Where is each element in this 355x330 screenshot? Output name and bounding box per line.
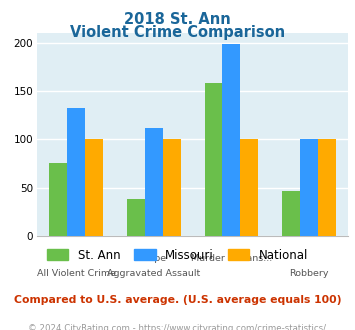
Legend: St. Ann, Missouri, National: St. Ann, Missouri, National [42, 244, 313, 266]
Bar [67, 108, 85, 236]
Bar [223, 44, 240, 236]
Bar [282, 190, 300, 236]
Text: Murder & Mans...: Murder & Mans... [191, 254, 272, 263]
Bar [145, 128, 163, 236]
Bar [204, 83, 223, 236]
Bar [163, 139, 181, 236]
Text: 2018 St. Ann: 2018 St. Ann [124, 12, 231, 26]
Bar [127, 199, 145, 236]
Text: Compared to U.S. average. (U.S. average equals 100): Compared to U.S. average. (U.S. average … [14, 295, 341, 305]
Text: Rape: Rape [142, 254, 166, 263]
Text: Robbery: Robbery [289, 269, 329, 278]
Bar [49, 163, 67, 236]
Text: Aggravated Assault: Aggravated Assault [107, 269, 200, 278]
Bar [85, 139, 103, 236]
Text: All Violent Crime: All Violent Crime [37, 269, 116, 278]
Bar [318, 139, 336, 236]
Text: © 2024 CityRating.com - https://www.cityrating.com/crime-statistics/: © 2024 CityRating.com - https://www.city… [28, 324, 327, 330]
Text: Violent Crime Comparison: Violent Crime Comparison [70, 25, 285, 40]
Bar [300, 139, 318, 236]
Bar [240, 139, 258, 236]
